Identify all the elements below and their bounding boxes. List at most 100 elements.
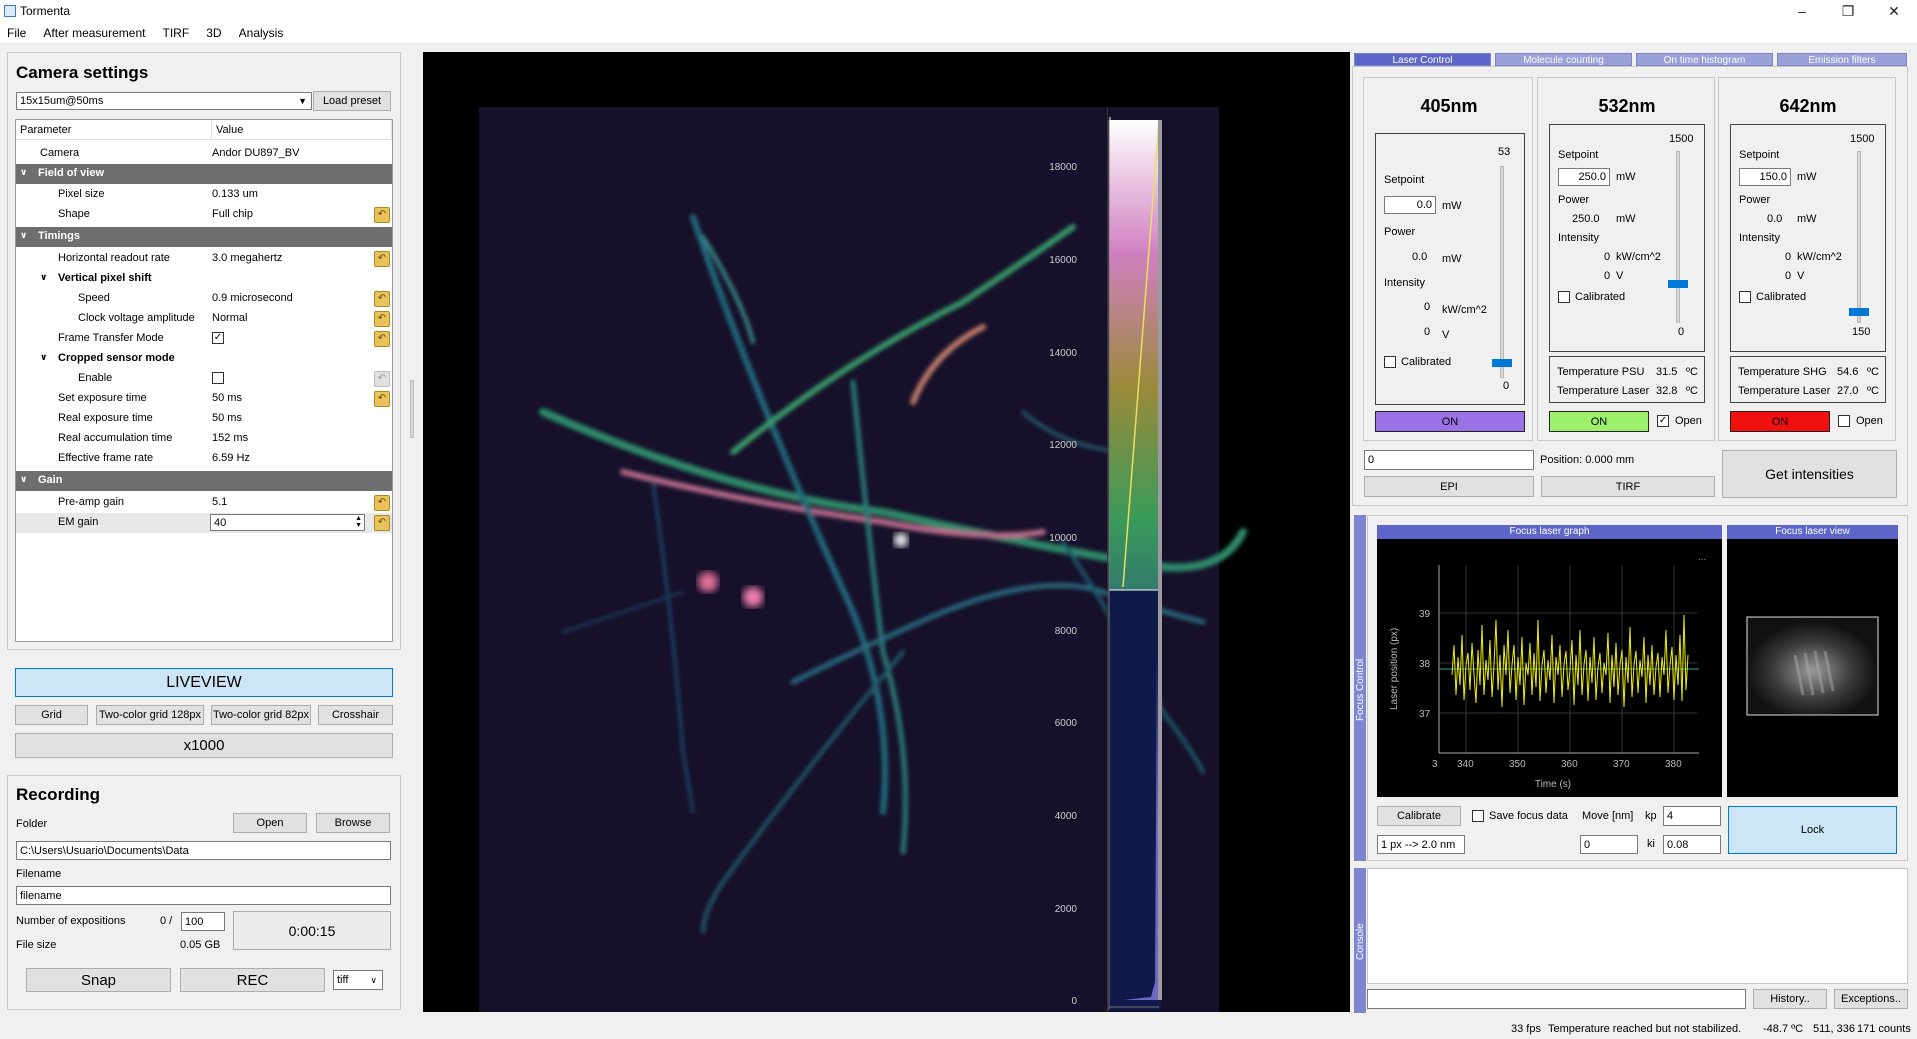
open-folder-button[interactable]: Open — [233, 813, 307, 833]
nexp-input[interactable]: 100 — [181, 912, 225, 931]
param-horizontal-readout-rate[interactable]: Horizontal readout rate 3.0 megahertz ↶ — [16, 249, 392, 269]
calibrate-button[interactable]: Calibrate — [1377, 806, 1461, 826]
unit-label: mW — [1442, 200, 1462, 212]
browse-button[interactable]: Browse — [316, 813, 390, 833]
tirf-button[interactable]: TIRF — [1541, 476, 1715, 497]
undo-icon[interactable]: ↶ — [374, 495, 390, 511]
shutter-532-checkbox[interactable]: ✓ — [1657, 415, 1669, 427]
laser-405-slider-track[interactable] — [1500, 166, 1504, 378]
two-color-grid-82-button[interactable]: Two-color grid 82px — [211, 705, 311, 725]
y-tick: 38 — [1419, 659, 1431, 670]
rec-button[interactable]: REC — [180, 968, 325, 992]
snap-button[interactable]: Snap — [26, 968, 171, 992]
undo-icon[interactable]: ↶ — [374, 207, 390, 223]
filename-input[interactable]: filename — [16, 886, 391, 905]
undo-icon: ↶ — [374, 371, 390, 387]
colorbar-tick: 10000 — [1049, 533, 1077, 544]
focus-laser-view[interactable]: Focus laser view — [1727, 525, 1898, 797]
position-input[interactable]: 0 — [1364, 450, 1534, 470]
ki-input[interactable]: 0.08 — [1663, 835, 1721, 854]
folder-input[interactable]: C:\Users\Usuario\Documents\Data — [16, 841, 391, 860]
focus-laser-graph[interactable]: Focus laser graph 39 38 37 3 340 350 360… — [1377, 525, 1722, 797]
menu-3d[interactable]: 3D — [206, 26, 222, 40]
laser-405-slider-knob[interactable] — [1492, 359, 1512, 367]
console-output[interactable] — [1367, 868, 1908, 984]
group-timings[interactable]: ∨ Timings — [16, 227, 392, 247]
param-clock-voltage[interactable]: Clock voltage amplitude Normal ↶ — [16, 309, 392, 329]
px-to-nm-input[interactable]: 1 px --> 2.0 nm — [1377, 835, 1465, 854]
calibrated-label: Calibrated — [1575, 291, 1626, 303]
image-view[interactable]: 18000 16000 14000 12000 10000 8000 6000 … — [423, 52, 1350, 1012]
setpoint-405-input[interactable]: 0.0 — [1384, 196, 1436, 214]
epi-button[interactable]: EPI — [1364, 476, 1534, 497]
setpoint-532-input[interactable]: 250.0 — [1558, 168, 1610, 186]
param-enable[interactable]: Enable ↶ — [16, 369, 392, 389]
menu-analysis[interactable]: Analysis — [238, 26, 284, 40]
load-preset-button[interactable]: Load preset — [313, 91, 391, 111]
undo-icon[interactable]: ↶ — [374, 251, 390, 267]
tab-emission-filters[interactable]: Emission filters — [1777, 53, 1907, 66]
exceptions-button[interactable]: Exceptions.. — [1834, 989, 1908, 1009]
calibrated-405-checkbox[interactable] — [1384, 356, 1396, 368]
intensity-unit: kW/cm^2 — [1616, 251, 1661, 263]
minimize-icon[interactable]: – — [1798, 3, 1806, 19]
group-gain[interactable]: ∨ Gain — [16, 471, 392, 491]
param-speed[interactable]: Speed 0.9 microsecond ↶ — [16, 289, 392, 309]
liveview-button[interactable]: LIVEVIEW — [15, 668, 393, 697]
laser-405-on-button[interactable]: ON — [1375, 411, 1525, 432]
frame-transfer-checkbox[interactable]: ✓ — [212, 332, 224, 344]
format-select[interactable]: tiff ∨ — [333, 970, 383, 990]
enable-checkbox[interactable] — [212, 372, 224, 384]
menu-file[interactable]: File — [7, 26, 27, 40]
calibrated-532-checkbox[interactable] — [1558, 291, 1570, 303]
kp-input[interactable]: 4 — [1663, 806, 1721, 826]
param-frame-transfer[interactable]: Frame Transfer Mode ✓ ↶ — [16, 329, 392, 349]
param-set-exposure[interactable]: Set exposure time 50 ms ↶ — [16, 389, 392, 409]
group-cropped-sensor[interactable]: ∨ Cropped sensor mode — [40, 352, 175, 364]
move-label: Move [nm] — [1582, 810, 1634, 822]
x1000-button[interactable]: x1000 — [15, 733, 393, 758]
tab-laser-control[interactable]: Laser Control — [1354, 53, 1491, 66]
setpoint-642-input[interactable]: 150.0 — [1739, 168, 1791, 186]
laser-532-slider-knob[interactable] — [1668, 280, 1688, 288]
console-input[interactable] — [1367, 989, 1746, 1009]
laser-642-slider-track[interactable] — [1857, 151, 1861, 323]
laser-532-on-button[interactable]: ON — [1549, 411, 1649, 432]
preset-select[interactable]: 15x15um@50ms ▼ — [16, 92, 312, 110]
undo-icon[interactable]: ↶ — [374, 391, 390, 407]
laser-642-on-button[interactable]: ON — [1730, 411, 1830, 432]
undo-icon[interactable]: ↶ — [374, 311, 390, 327]
param-preamp-gain[interactable]: Pre-amp gain 5.1 ↶ — [16, 493, 392, 513]
close-icon[interactable]: ✕ — [1888, 3, 1900, 19]
param-shape[interactable]: Shape Full chip ↶ — [16, 205, 392, 225]
laser-532-slider-track[interactable] — [1676, 151, 1680, 323]
undo-icon[interactable]: ↶ — [374, 331, 390, 347]
tab-on-time-histogram[interactable]: On time histogram — [1636, 53, 1773, 66]
param-em-gain[interactable]: EM gain 40 ▲ ▼ ↶ — [16, 513, 392, 533]
splitter-handle[interactable] — [410, 380, 414, 438]
history-button[interactable]: History.. — [1753, 989, 1827, 1009]
laser-642-slider-knob[interactable] — [1849, 308, 1869, 316]
menu-after-measurement[interactable]: After measurement — [43, 26, 146, 40]
group-field-of-view[interactable]: ∨ Field of view — [16, 164, 392, 184]
get-intensities-button[interactable]: Get intensities — [1722, 450, 1897, 498]
save-focus-checkbox[interactable] — [1472, 810, 1484, 822]
temp-value: 32.8 — [1656, 385, 1678, 397]
menu-tirf[interactable]: TIRF — [162, 26, 190, 40]
em-gain-spinbox[interactable]: 40 ▲ ▼ — [210, 514, 365, 531]
more-icon[interactable]: ... — [1698, 552, 1706, 563]
microscope-image[interactable]: 18000 16000 14000 12000 10000 8000 6000 … — [423, 52, 1350, 1012]
calibrated-642-checkbox[interactable] — [1739, 291, 1751, 303]
group-vertical-pixel-shift[interactable]: ∨ Vertical pixel shift — [40, 272, 152, 284]
tab-molecule-counting[interactable]: Molecule counting — [1495, 53, 1632, 66]
undo-icon[interactable]: ↶ — [374, 291, 390, 307]
grid-button[interactable]: Grid — [15, 705, 88, 725]
undo-icon[interactable]: ↶ — [374, 515, 390, 531]
two-color-grid-128-button[interactable]: Two-color grid 128px — [96, 705, 204, 725]
shutter-642-checkbox[interactable] — [1838, 415, 1850, 427]
spin-arrows-icon[interactable]: ▲ ▼ — [355, 515, 362, 529]
move-input[interactable]: 0 — [1580, 835, 1638, 854]
crosshair-button[interactable]: Crosshair — [318, 705, 393, 725]
maximize-icon[interactable]: ❐ — [1841, 3, 1855, 19]
lock-button[interactable]: Lock — [1728, 806, 1897, 854]
